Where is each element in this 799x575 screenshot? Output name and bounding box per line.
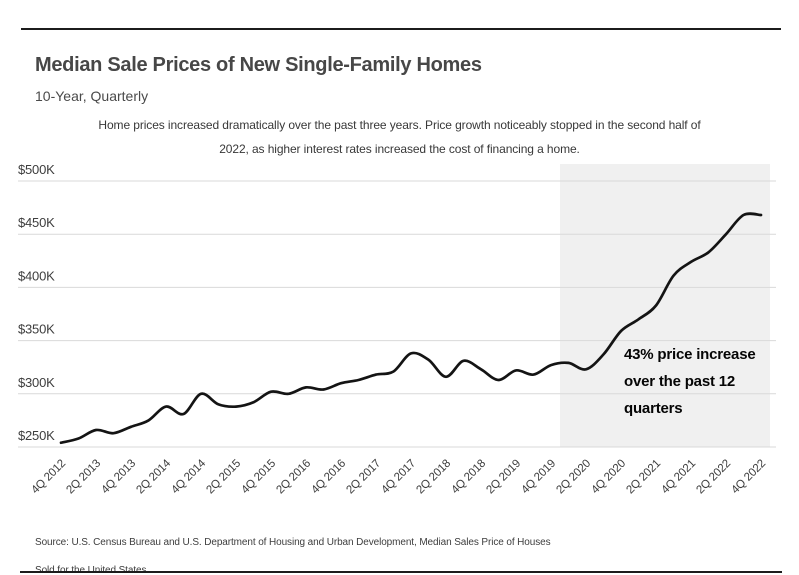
price-increase-annotation: 43% price increase over the past 12 quar… xyxy=(624,341,784,422)
page-subtitle: 10-Year, Quarterly xyxy=(35,88,149,104)
y-tick-label: $300K xyxy=(18,375,55,390)
x-tick-label: 2Q 2017 xyxy=(344,458,383,497)
x-tick-label: 4Q 2015 xyxy=(239,458,278,497)
x-tick-label: 4Q 2016 xyxy=(309,458,348,497)
x-tick-label: 4Q 2022 xyxy=(729,458,768,497)
source-line1: Source: U.S. Census Bureau and U.S. Depa… xyxy=(35,537,551,548)
chart-description-line2: 2022, as higher interest rates increased… xyxy=(219,141,580,156)
x-tick-label: 4Q 2017 xyxy=(379,458,418,497)
x-tick-label: 2Q 2016 xyxy=(274,458,313,497)
y-tick-label: $400K xyxy=(18,268,55,283)
x-tick-label: 2Q 2022 xyxy=(694,458,733,497)
y-tick-label: $500K xyxy=(18,162,55,177)
x-tick-label: 2Q 2014 xyxy=(134,457,173,496)
y-tick-label: $450K xyxy=(18,215,55,230)
x-tick-label: 4Q 2020 xyxy=(589,458,628,497)
x-tick-label: 2Q 2015 xyxy=(204,458,243,497)
x-tick-label: 4Q 2019 xyxy=(519,458,558,497)
annotation-line1: 43% price increase xyxy=(624,346,756,363)
top-divider xyxy=(21,28,781,30)
page-title: Median Sale Prices of New Single-Family … xyxy=(35,54,482,76)
x-tick-label: 2Q 2018 xyxy=(414,458,453,497)
x-tick-label: 2Q 2020 xyxy=(554,458,593,497)
x-tick-label: 4Q 2018 xyxy=(449,458,488,497)
chart-description-line1: Home prices increased dramatically over … xyxy=(98,118,701,132)
x-tick-label: 2Q 2021 xyxy=(624,458,663,497)
source-note: Source: U.S. Census Bureau and U.S. Depa… xyxy=(35,529,551,575)
annotation-line3: quarters xyxy=(624,400,683,417)
y-tick-label: $250K xyxy=(18,428,55,443)
x-tick-label: 2Q 2013 xyxy=(64,458,103,497)
y-tick-label: $350K xyxy=(18,322,55,337)
x-tick-label: 4Q 2021 xyxy=(659,458,698,497)
price-line xyxy=(59,212,763,445)
x-tick-label: 4Q 2012 xyxy=(29,458,68,497)
x-tick-label: 2Q 2019 xyxy=(484,458,523,497)
bottom-divider xyxy=(20,571,782,573)
chart-description: Home prices increased dramatically over … xyxy=(18,114,781,161)
source-line2: Sold for the United States xyxy=(35,565,147,575)
annotation-line2: over the past 12 xyxy=(624,373,736,390)
x-tick-label: 4Q 2014 xyxy=(169,457,208,496)
x-tick-label: 4Q 2013 xyxy=(99,458,138,497)
highlight-region xyxy=(560,164,770,447)
